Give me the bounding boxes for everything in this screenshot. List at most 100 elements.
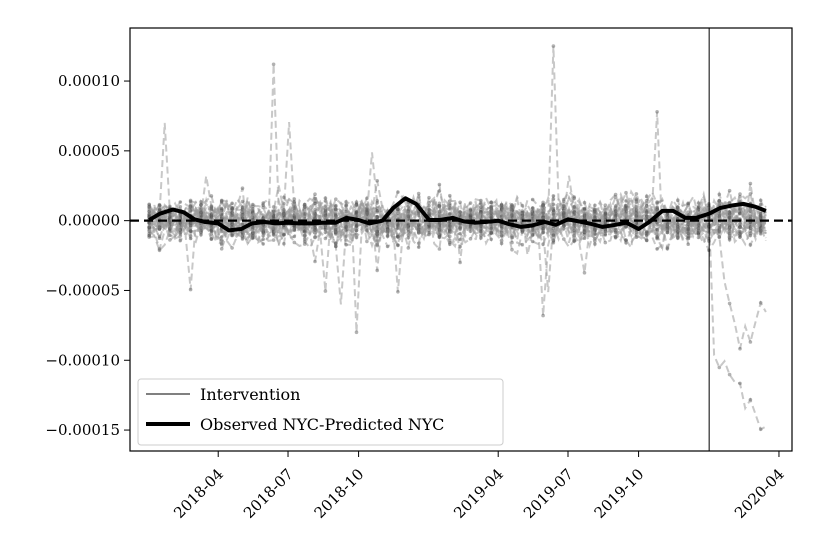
simulated-point (748, 243, 753, 247)
simulated-point (458, 231, 462, 236)
simulated-point (696, 232, 701, 236)
simulated-point (551, 233, 556, 237)
simulated-point (375, 206, 380, 210)
simulated-point (624, 190, 628, 195)
simulated-point (582, 207, 587, 212)
simulated-point (727, 223, 732, 227)
simulated-point (199, 210, 203, 214)
simulated-point (302, 230, 307, 234)
simulated-point (758, 228, 763, 233)
simulated-point (468, 215, 473, 219)
simulated-point (219, 199, 224, 203)
simulated-point (323, 204, 328, 208)
simulated-point (302, 205, 307, 209)
simulated-point (406, 224, 411, 228)
simulated-point (209, 237, 214, 241)
simulated-point (665, 247, 670, 251)
simulated-point (572, 233, 576, 238)
simulated-point (489, 211, 494, 215)
simulated-point (261, 242, 266, 246)
simulated-point (437, 201, 442, 206)
observed-series-line (148, 196, 767, 233)
simulated-point (282, 212, 286, 216)
simulated-point (541, 313, 545, 318)
simulated-point (468, 213, 473, 218)
simulated-point (271, 214, 276, 219)
simulated-point (271, 205, 276, 209)
simulated-point (748, 214, 753, 219)
simulated-point (251, 225, 255, 230)
simulated-point (178, 232, 183, 236)
simulated-point (489, 216, 494, 220)
legend: Intervention Observed NYC-Predicted NYC (137, 378, 504, 446)
simulated-point (168, 220, 172, 224)
simulated-point (334, 241, 338, 246)
simulated-point (344, 238, 348, 242)
simulated-point (717, 223, 722, 228)
simulated-point (313, 225, 317, 230)
simulated-point (665, 224, 670, 228)
simulated-point (375, 233, 380, 237)
simulated-series-1 (148, 46, 766, 305)
legend-observed-label: Observed NYC-Predicted NYC (200, 415, 444, 434)
simulated-point (686, 201, 690, 205)
simulated-point (458, 200, 462, 205)
simulated-point (510, 213, 514, 217)
simulated-point (334, 244, 338, 249)
simulated-point (458, 245, 462, 249)
simulated-point (562, 197, 566, 202)
simulated-point (219, 247, 224, 251)
simulated-point (624, 205, 628, 209)
simulated-point (261, 203, 266, 207)
simulated-point (157, 247, 162, 251)
simulated-point (499, 203, 504, 207)
simulated-point (613, 235, 618, 239)
simulated-point (458, 260, 462, 265)
simulated-point (416, 245, 421, 249)
simulated-point (313, 235, 317, 239)
simulated-point (323, 236, 328, 241)
simulated-point (199, 233, 203, 237)
simulated-point (665, 212, 670, 216)
simulated-point (292, 224, 297, 229)
simulated-point (738, 192, 742, 196)
simulated-point (199, 200, 203, 204)
simulated-point (489, 231, 494, 235)
simulated-point (375, 268, 380, 273)
simulated-point (427, 230, 431, 235)
simulated-point (354, 330, 359, 335)
y-tick-label: 0.00000 (58, 212, 120, 230)
simulated-point (385, 244, 390, 249)
simulated-point (468, 215, 473, 219)
simulated-point (354, 228, 359, 233)
simulated-point (479, 198, 483, 203)
simulated-point (282, 195, 286, 200)
simulated-point (396, 243, 400, 248)
simulated-point (230, 201, 234, 206)
simulated-point (686, 242, 690, 246)
simulated-point (655, 205, 659, 209)
simulated-point (499, 205, 504, 210)
simulated-point (271, 209, 276, 214)
simulated-point (313, 216, 317, 220)
simulated-point (603, 215, 608, 219)
simulated-point (375, 201, 380, 205)
simulated-point (593, 211, 597, 216)
simulated-point (375, 210, 380, 214)
simulated-point (541, 226, 545, 231)
simulated-point (510, 235, 514, 240)
simulated-point (686, 227, 690, 231)
simulated-point (437, 235, 442, 239)
simulated-point (251, 202, 255, 207)
simulated-point (686, 234, 690, 238)
simulated-point (406, 214, 411, 218)
simulated-point (271, 232, 276, 236)
simulated-point (562, 224, 566, 228)
simulated-point (209, 232, 214, 236)
simulated-point (582, 216, 587, 221)
simulated-point (634, 235, 639, 239)
simulated-point (634, 230, 639, 234)
simulated-point (448, 242, 452, 247)
simulated-point (634, 197, 639, 202)
simulated-point (468, 237, 473, 241)
